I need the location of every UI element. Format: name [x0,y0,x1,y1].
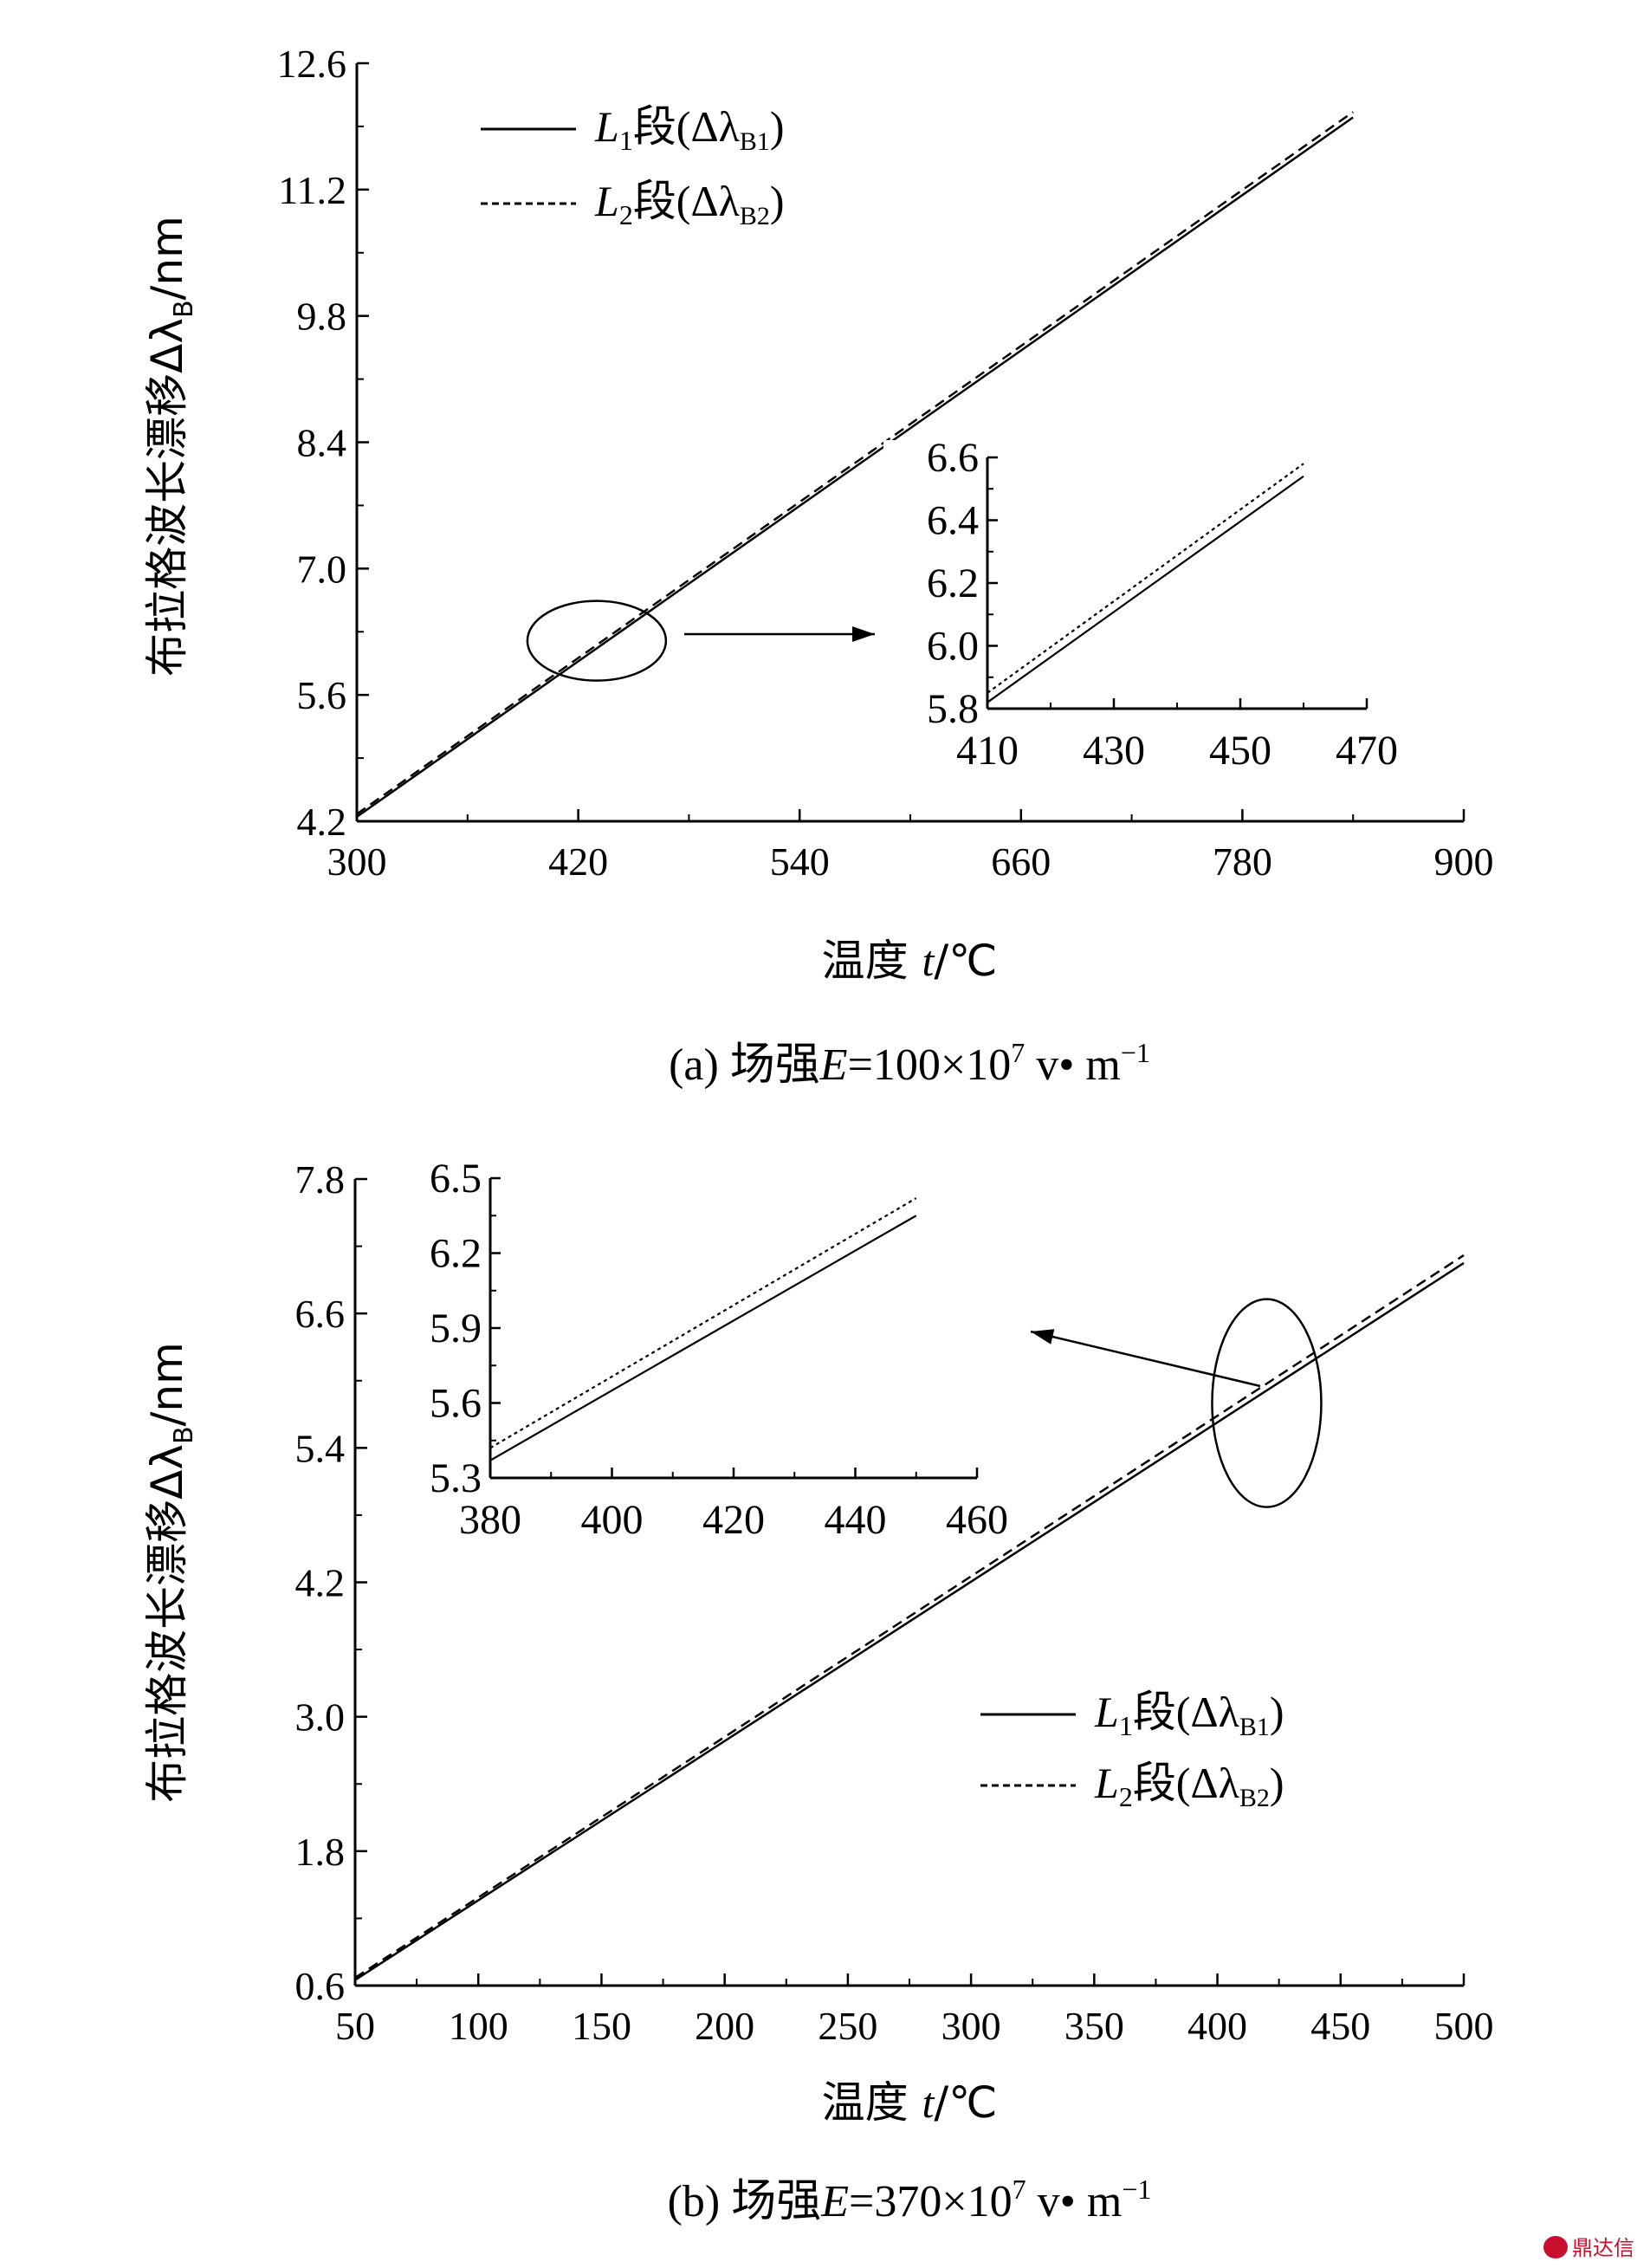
y-tick-label: 11.2 [278,168,346,212]
inset-y-tick-label: 6.5 [430,1156,482,1202]
inset-y-tick-label: 6.6 [927,435,979,481]
y-tick-label: 5.4 [295,1426,346,1470]
inset-series-line-1 [489,1215,917,1461]
zoom-ellipse [526,599,668,682]
x-axis-label: 温度 t/℃ [822,936,998,986]
inset-chart: 380 400 420 440 460 5.3 5.6 5.9 6.2 6.5 [386,1156,1008,1556]
inset-x-tick-label: 430 [1083,728,1145,774]
series-line-2 [356,111,1354,815]
inset-x-tick-label: 380 [459,1497,521,1543]
y-tick-label: 12.6 [277,42,347,86]
y-tick-label: 7.8 [295,1157,346,1202]
y-axis-label: 布拉格波长漂移ΔλB/nm [142,1342,199,1803]
x-tick-label: 400 [1187,2004,1247,2048]
x-tick-label: 450 [1310,2004,1370,2048]
inset-y-tick-label: 6.2 [430,1231,482,1277]
inset-x-tick-label: 450 [1209,728,1271,774]
x-tick-label: 420 [548,839,608,884]
inset-y-tick-label: 6.0 [927,624,979,670]
x-tick-label: 350 [1064,2004,1124,2048]
legend: L1段(ΔλB1) L2段(ΔλB2) [980,1688,1284,1812]
x-tick-label: 150 [572,2004,631,2048]
logo-icon [1543,2236,1568,2258]
chart-b: 50 100 150 200 250 300 350 400 450 500 0.6 1.8 3.0 4.… [142,1156,1494,2226]
x-tick-label: 300 [941,2004,1001,2048]
inset-y-tick-label: 5.9 [430,1306,482,1351]
inset-x-tick-label: 400 [581,1497,644,1543]
zoom-ellipse [1211,1298,1323,1508]
y-tick-label: 4.2 [295,1561,346,1605]
x-tick-label: 500 [1434,2004,1494,2048]
y-tick-label: 5.6 [297,673,347,717]
figure-caption: (a) 场强E=100×107 v• m−1 [669,1037,1150,1090]
inset-chart: 410 430 450 470 5.8 6.0 6.2 6.4 6.6 [883,435,1398,787]
inset-y-tick-label: 5.6 [430,1381,482,1427]
y-tick-label: 9.8 [297,295,347,339]
watermark-text: 鼎达信 [1572,2236,1634,2260]
legend-label-2: L2段(ΔλB2) [1094,1759,1284,1812]
y-tick-label: 6.6 [295,1292,346,1336]
inset-y-tick-label: 6.4 [927,498,979,544]
inset-y-tick-label: 5.8 [927,686,979,732]
inset-series-line-2 [987,463,1304,694]
legend-label-1: L1段(ΔλB1) [594,102,785,156]
series-line-1 [354,1261,1465,1981]
y-tick-label: 3.0 [295,1695,346,1740]
zoom-arrow-line [1030,1330,1261,1388]
x-tick-label: 50 [335,2004,375,2048]
inset-series-line-2 [489,1197,917,1449]
inset-x-tick-label: 440 [825,1497,887,1543]
x-tick-label: 300 [327,839,387,884]
x-tick-label: 100 [449,2004,508,2048]
x-tick-label: 900 [1434,839,1494,884]
x-tick-label: 660 [991,839,1051,884]
x-axis-label: 温度 t/℃ [822,2077,998,2128]
inset-y-tick-label: 6.2 [927,561,979,606]
inset-y-tick-label: 5.3 [430,1455,482,1501]
figure-caption: (b) 场强E=370×107 v• m−1 [668,2174,1152,2226]
watermark: 鼎达信 [1543,2236,1634,2260]
x-tick-label: 540 [770,839,830,884]
inset-series-line-1 [987,475,1304,703]
x-tick-label: 250 [818,2004,877,2048]
chart-a: 300 420 540 660 780 900 4.2 5.6 7.0 8.4 9.8 11.2 12.… [142,42,1494,1090]
legend-label-2: L2段(ΔλB2) [594,177,785,230]
inset-background [883,440,1393,787]
legend-label-1: L1段(ΔλB1) [1094,1688,1284,1741]
y-tick-label: 7.0 [297,547,347,591]
y-axis-label: 布拉格波长漂移ΔλB/nm [142,216,199,677]
y-tick-label: 4.2 [297,800,347,844]
legend: L1段(ΔλB1) L2段(ΔλB2) [481,102,785,230]
y-tick-label: 1.8 [295,1830,346,1874]
x-tick-label: 780 [1213,839,1272,884]
y-tick-label: 0.6 [295,1964,346,2008]
inset-x-tick-label: 460 [946,1497,1008,1543]
x-tick-label: 200 [695,2004,754,2048]
series-line-2 [354,1254,1465,1979]
y-tick-label: 8.4 [297,421,347,465]
inset-x-tick-label: 410 [956,728,1019,774]
series-line-1 [356,116,1354,818]
inset-x-tick-label: 470 [1336,728,1398,774]
zoom-arrow-head [852,626,875,642]
zoom-arrow-head [1031,1329,1055,1345]
inset-x-tick-label: 420 [702,1497,765,1543]
